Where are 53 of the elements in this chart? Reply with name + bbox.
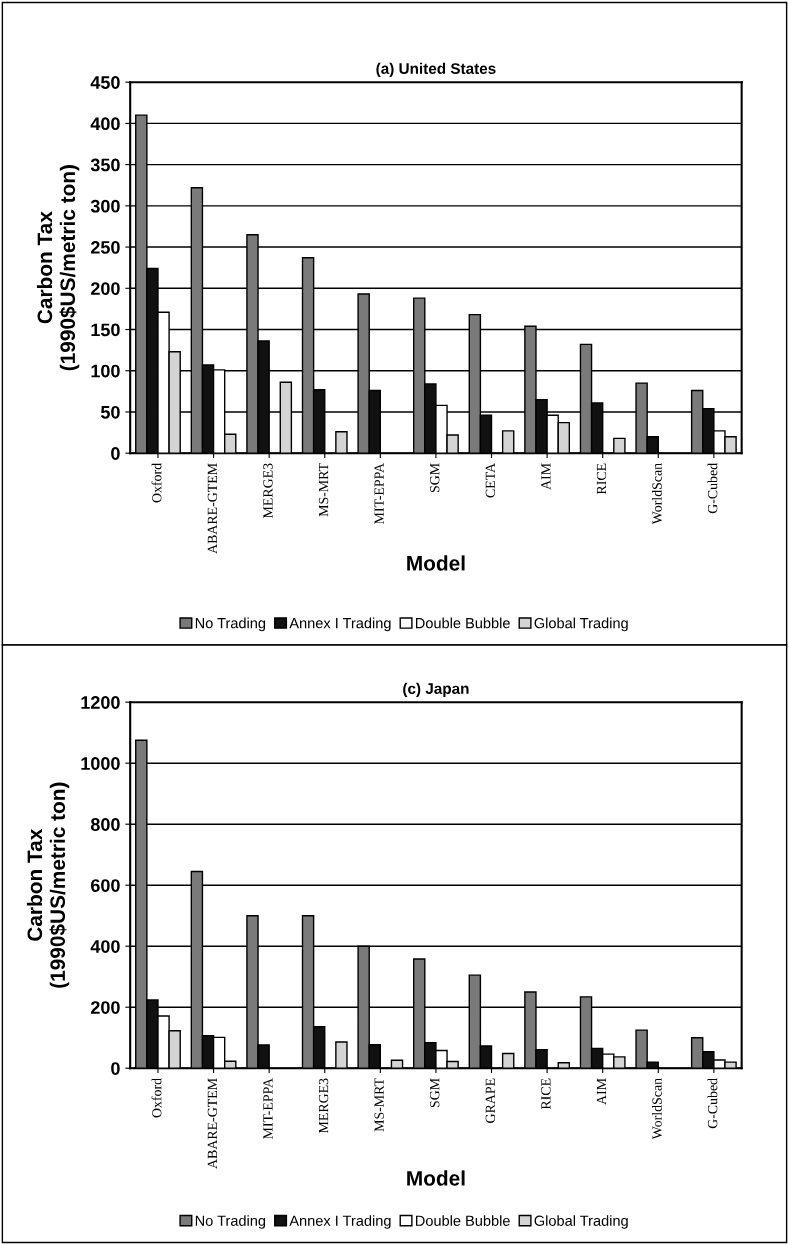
- y-tick-label: 800: [90, 818, 120, 831]
- y-tick-label: 600: [91, 879, 120, 892]
- chart-title: (a) United States: [376, 62, 496, 78]
- x-axis-title: Model: [407, 555, 465, 571]
- legend-label: No Trading: [195, 617, 266, 632]
- y-tick-label: 300: [90, 199, 120, 213]
- x-tick-label: SGM: [430, 463, 440, 493]
- x-tick-label: MS-MRT: [374, 1078, 384, 1132]
- y-tick-label: 1000: [81, 757, 120, 770]
- legend-label: Annex I Trading: [289, 617, 391, 632]
- x-tick-label: Oxford: [151, 1078, 162, 1118]
- x-tick-label: RICE: [596, 463, 607, 495]
- x-tick-label: RICE: [541, 1078, 551, 1110]
- legend-label: Annex I Trading: [289, 1215, 391, 1229]
- y-tick-label: 400: [90, 940, 120, 953]
- y-tick-label: 250: [90, 241, 120, 254]
- x-tick-label: G-Cubed: [707, 1078, 718, 1129]
- x-tick-label: MIT-EPPA: [263, 1078, 273, 1140]
- y-tick-label: 1200: [81, 696, 120, 709]
- x-tick-label: G-Cubed: [707, 463, 718, 514]
- y-tick-label: 350: [90, 158, 120, 172]
- y-tick-label: 200: [90, 282, 120, 296]
- x-tick-label: SGM: [430, 1078, 440, 1108]
- y-tick-label: 0: [111, 447, 120, 460]
- y-tick-label: 50: [100, 405, 120, 419]
- x-tick-label: ABARE-GTEM: [207, 463, 218, 554]
- x-tick-label: MIT-EPPA: [374, 463, 384, 525]
- y-tick-label: 400: [90, 117, 120, 131]
- y-tick-label: 100: [91, 364, 120, 378]
- x-tick-label: CETA: [485, 463, 495, 498]
- x-tick-label: AIM: [596, 1078, 607, 1105]
- y-tick-label: 150: [91, 323, 120, 337]
- legend-label: Double Bubble: [416, 617, 510, 629]
- legend-label: Global Trading: [534, 1215, 628, 1229]
- legend-label: Global Trading: [534, 617, 628, 632]
- x-tick-label: WorldScan: [651, 463, 662, 525]
- y-axis-title: Carbon Tax (1990$US/metric ton): [26, 782, 70, 988]
- y-tick-label: 450: [90, 76, 120, 89]
- legend-label: No Trading: [195, 1215, 266, 1229]
- x-tick-label: MS-MRT: [318, 463, 329, 517]
- y-tick-label: 200: [90, 1001, 120, 1014]
- x-tick-label: ABARE-GTEM: [207, 1078, 218, 1169]
- y-axis-title: Carbon Tax (1990$US/metric ton): [36, 165, 80, 371]
- x-tick-label: GRAPE: [485, 1078, 495, 1123]
- x-tick-label: WorldScan: [651, 1078, 662, 1140]
- x-tick-label: MERGE3: [318, 1078, 329, 1134]
- x-tick-label: AIM: [541, 463, 551, 490]
- x-tick-label: Oxford: [151, 463, 162, 503]
- y-tick-label: 0: [111, 1062, 120, 1075]
- legend-label: Double Bubble: [416, 1215, 510, 1226]
- x-axis-title: Model: [407, 1170, 465, 1186]
- chart-title: (c) Japan: [403, 682, 469, 698]
- x-tick-label: MERGE3: [263, 463, 273, 519]
